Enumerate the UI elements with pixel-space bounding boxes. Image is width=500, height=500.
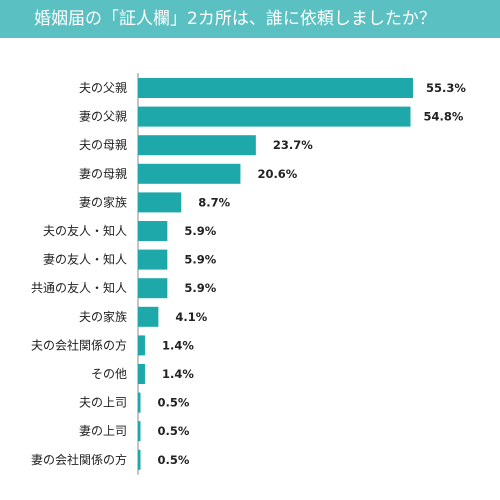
value-label: 0.5% <box>157 424 189 438</box>
bar <box>138 249 168 270</box>
category-label: 妻の上司 <box>79 424 127 438</box>
category-label: 妻の会社関係の方 <box>31 452 127 467</box>
value-label: 0.5% <box>157 396 189 410</box>
bar <box>138 163 241 184</box>
category-label: 妻の父親 <box>79 110 127 124</box>
category-label: 妻の友人・知人 <box>43 253 127 267</box>
value-label: 5.9% <box>184 281 216 295</box>
value-label: 55.3% <box>426 81 466 95</box>
value-label: 1.4% <box>162 367 194 381</box>
value-label: 4.1% <box>175 310 207 324</box>
bar <box>138 78 413 98</box>
category-label: 夫の母親 <box>79 138 127 152</box>
bar <box>138 364 145 384</box>
value-label: 5.9% <box>184 253 216 267</box>
bar <box>138 221 168 241</box>
bar <box>138 335 145 356</box>
title-bar: 婚姻届の「証人欄」2カ所は、誰に依頼しましたか？ <box>0 0 500 38</box>
value-label: 23.7% <box>273 138 313 152</box>
category-label: 夫の父親 <box>79 81 127 95</box>
category-label: 妻の母親 <box>79 167 127 181</box>
category-label: 夫の上司 <box>79 396 127 410</box>
bar <box>138 135 256 156</box>
category-label: 夫の家族 <box>79 309 127 324</box>
chart-title: 婚姻届の「証人欄」2カ所は、誰に依頼しましたか？ <box>34 9 436 29</box>
bar <box>138 278 168 299</box>
category-label: その他 <box>91 367 127 381</box>
category-label: 共通の友人・知人 <box>31 281 127 295</box>
bar <box>138 106 411 127</box>
bar <box>138 192 182 213</box>
value-label: 0.5% <box>157 453 189 467</box>
category-label: 夫の友人・知人 <box>43 224 127 238</box>
category-label: 妻の家族 <box>79 194 127 209</box>
bar <box>138 449 141 470</box>
value-label: 1.4% <box>162 338 194 352</box>
bar-chart: 夫の父親 55.3% 妻の父親 54.8% 夫の母親 23.7% 妻の母親 20.6% 妻の家族… <box>31 73 466 475</box>
value-label: 5.9% <box>184 224 216 238</box>
value-label: 8.7% <box>198 195 230 209</box>
bar <box>138 392 141 413</box>
bar <box>138 306 159 327</box>
value-label: 20.6% <box>257 167 297 181</box>
value-label: 54.8% <box>424 110 464 124</box>
bar <box>138 421 141 442</box>
category-label: 夫の会社関係の方 <box>31 337 127 352</box>
